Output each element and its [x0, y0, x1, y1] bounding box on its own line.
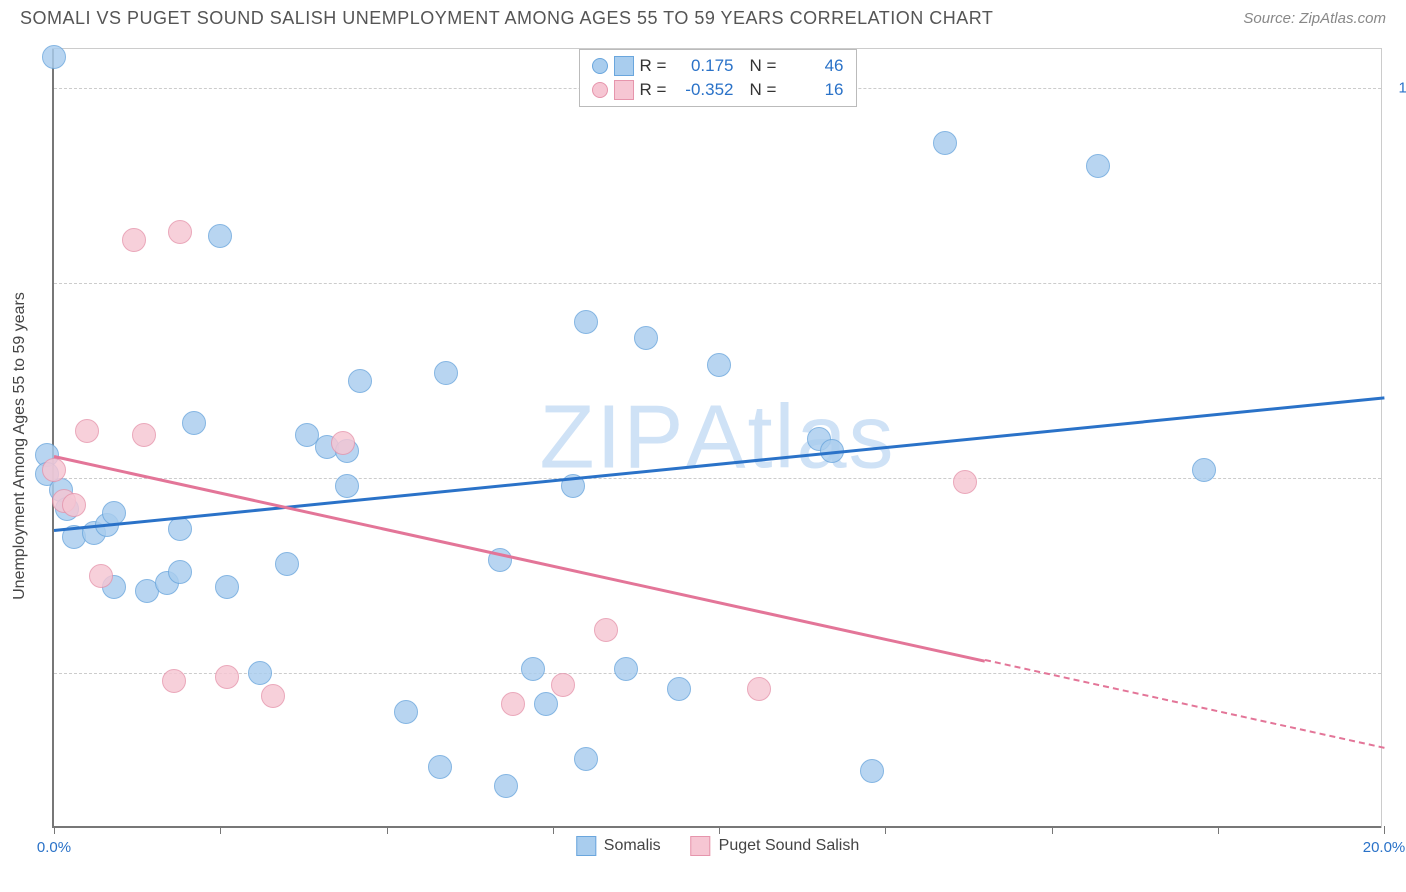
data-point	[534, 692, 558, 716]
data-point	[1086, 154, 1110, 178]
data-point	[521, 657, 545, 681]
data-point	[248, 661, 272, 685]
data-point	[168, 220, 192, 244]
data-point	[168, 560, 192, 584]
legend-marker-square	[614, 56, 634, 76]
data-point	[574, 310, 598, 334]
trend-line	[54, 396, 1384, 532]
data-point	[335, 474, 359, 498]
y-tick-label: 7.5%	[1386, 275, 1406, 292]
legend-marker-circle	[592, 82, 608, 98]
legend-correlation-row: R = -0.352 N = 16	[592, 78, 844, 102]
legend-marker-square	[691, 836, 711, 856]
data-point	[394, 700, 418, 724]
chart-plot-area: ZIPAtlas R =0.175N =46R =-0.352N =16 Som…	[52, 48, 1382, 828]
x-tick-label: 0.0%	[37, 839, 71, 856]
plot-box: ZIPAtlas R =0.175N =46R =-0.352N =16 Som…	[52, 49, 1381, 828]
data-point	[707, 353, 731, 377]
legend-marker-square	[614, 80, 634, 100]
x-tick-mark	[719, 826, 720, 834]
gridline	[54, 478, 1381, 479]
gridline	[54, 283, 1381, 284]
data-point	[261, 684, 285, 708]
legend-r-value: -0.352	[676, 80, 734, 100]
x-tick-mark	[220, 826, 221, 834]
legend-r-value: 0.175	[676, 56, 734, 76]
x-tick-mark	[553, 826, 554, 834]
data-point	[953, 470, 977, 494]
data-point	[634, 326, 658, 350]
legend-series: Somalis Puget Sound Salish	[576, 836, 859, 856]
watermark: ZIPAtlas	[539, 386, 895, 489]
data-point	[42, 458, 66, 482]
data-point	[208, 224, 232, 248]
data-point	[215, 665, 239, 689]
x-tick-mark	[1052, 826, 1053, 834]
x-tick-mark	[387, 826, 388, 834]
data-point	[75, 419, 99, 443]
x-tick-mark	[1384, 826, 1385, 834]
data-point	[494, 774, 518, 798]
legend-series-item: Puget Sound Salish	[691, 836, 860, 856]
data-point	[501, 692, 525, 716]
legend-r-label: R =	[640, 56, 670, 76]
legend-correlation: R = 0.175 N = 46 R = -0.352 N = 16	[579, 49, 857, 107]
data-point	[428, 755, 452, 779]
y-tick-label: 2.5%	[1386, 665, 1406, 682]
data-point	[551, 673, 575, 697]
chart-title: SOMALI VS PUGET SOUND SALISH UNEMPLOYMEN…	[20, 8, 993, 29]
data-point	[42, 45, 66, 69]
trend-line	[54, 455, 986, 663]
y-tick-label: 10.0%	[1386, 80, 1406, 97]
data-point	[860, 759, 884, 783]
data-point	[667, 677, 691, 701]
data-point	[614, 657, 638, 681]
legend-n-label: N =	[750, 56, 780, 76]
data-point	[594, 618, 618, 642]
legend-n-value: 16	[786, 80, 844, 100]
data-point	[933, 131, 957, 155]
data-point	[348, 369, 372, 393]
y-axis-label: Unemployment Among Ages 55 to 59 years	[11, 292, 29, 600]
x-tick-mark	[54, 826, 55, 834]
legend-marker-square	[576, 836, 596, 856]
legend-series-item: Somalis	[576, 836, 661, 856]
legend-correlation-row: R = 0.175 N = 46	[592, 54, 844, 78]
data-point	[168, 517, 192, 541]
legend-marker-circle	[592, 58, 608, 74]
data-point	[215, 575, 239, 599]
data-point	[275, 552, 299, 576]
data-point	[182, 411, 206, 435]
x-tick-mark	[1218, 826, 1219, 834]
legend-r-label: R =	[640, 80, 670, 100]
data-point	[331, 431, 355, 455]
data-point	[434, 361, 458, 385]
data-point	[162, 669, 186, 693]
legend-series-label: Puget Sound Salish	[719, 837, 860, 855]
legend-series-label: Somalis	[604, 837, 661, 855]
data-point	[62, 493, 86, 517]
data-point	[89, 564, 113, 588]
data-point	[132, 423, 156, 447]
legend-n-label: N =	[750, 80, 780, 100]
x-tick-mark	[885, 826, 886, 834]
legend-n-value: 46	[786, 56, 844, 76]
data-point	[122, 228, 146, 252]
data-point	[1192, 458, 1216, 482]
source-attribution: Source: ZipAtlas.com	[1243, 10, 1386, 27]
x-tick-label: 20.0%	[1363, 839, 1406, 856]
y-tick-label: 5.0%	[1386, 470, 1406, 487]
data-point	[574, 747, 598, 771]
data-point	[747, 677, 771, 701]
